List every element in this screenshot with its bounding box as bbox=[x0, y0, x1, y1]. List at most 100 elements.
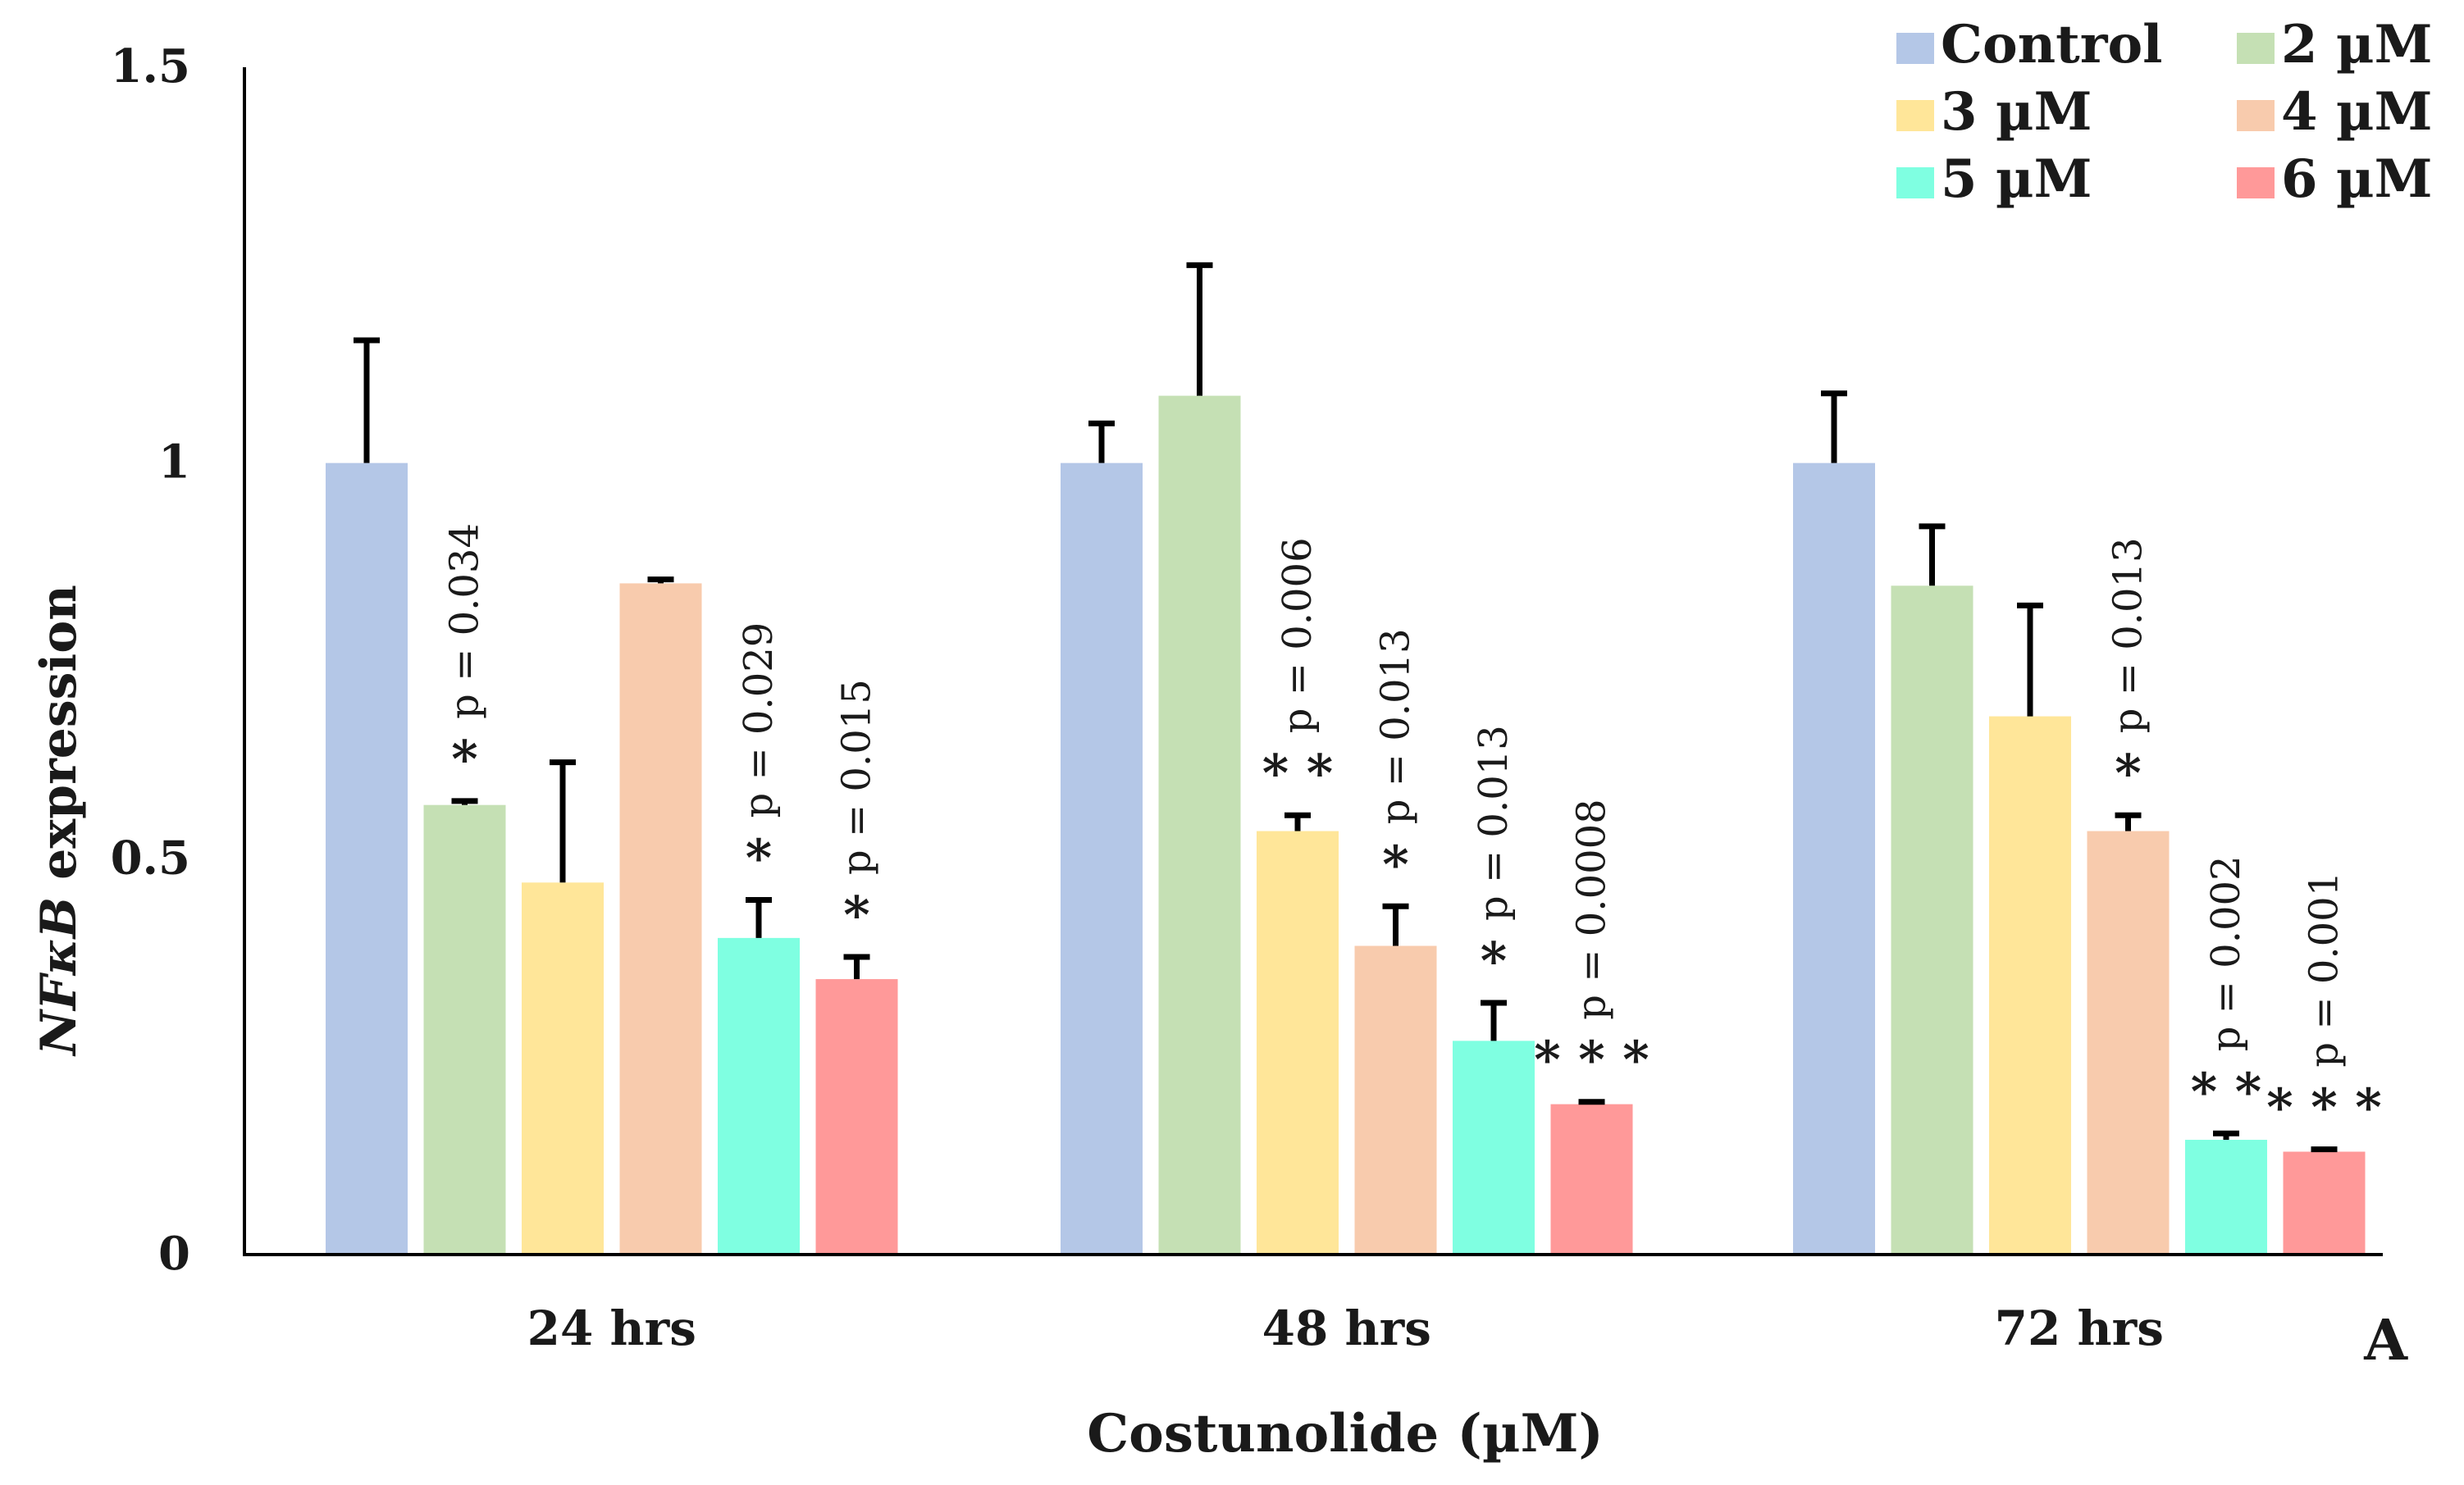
error-bar-3-1 bbox=[1821, 390, 1847, 463]
significance-stars: * bbox=[1382, 834, 1408, 894]
bar-1-2 bbox=[423, 804, 506, 1255]
significance-stars: * bbox=[746, 828, 772, 888]
x-category-label: 72 hrs bbox=[1995, 1301, 2164, 1356]
bar-3-6 bbox=[2283, 1151, 2366, 1255]
y-axis-label-rest: expression bbox=[30, 585, 88, 897]
significance-stars: * bbox=[1481, 931, 1507, 991]
error-bar-2-6 bbox=[1578, 1099, 1605, 1105]
legend-label: Control bbox=[1941, 14, 2162, 75]
significance-1-2: * p = 0.034 bbox=[442, 523, 488, 789]
significance-stars: * * * bbox=[1534, 1030, 1649, 1090]
error-bar-3-5 bbox=[2213, 1130, 2239, 1141]
y-tick-label: 0 bbox=[158, 1227, 190, 1281]
x-category-label: 48 hrs bbox=[1262, 1301, 1431, 1356]
legend-swatch bbox=[1896, 100, 1934, 131]
significance-3-6: * * * p = 0.001 bbox=[2266, 872, 2381, 1137]
legend-label: 2 µM bbox=[2281, 14, 2433, 75]
bar-2-6 bbox=[1550, 1104, 1633, 1255]
legend-swatch bbox=[1896, 167, 1934, 198]
significance-1-5: * p = 0.029 bbox=[736, 622, 782, 888]
error-bar-2-4 bbox=[1382, 903, 1409, 946]
p-value-label: p = 0.0008 bbox=[1569, 799, 1615, 1019]
y-tick-label: 1.5 bbox=[111, 39, 190, 93]
legend-swatch bbox=[2237, 33, 2275, 64]
legend: Control 2 µM 3 µM 4 µM 5 µM 6 µM bbox=[1896, 14, 2433, 210]
legend-item: 5 µM bbox=[1896, 148, 2092, 210]
significance-2-4: * p = 0.013 bbox=[1373, 628, 1419, 894]
legend-item: 2 µM bbox=[2237, 14, 2433, 75]
p-value-label: p = 0.034 bbox=[442, 523, 488, 719]
significance-2-6: * * * p = 0.0008 bbox=[1534, 799, 1649, 1089]
bar-2-2 bbox=[1158, 395, 1241, 1255]
significance-stars: * bbox=[843, 885, 869, 945]
significance-2-5: * p = 0.013 bbox=[1471, 725, 1517, 991]
bar-2-3 bbox=[1257, 831, 1339, 1255]
bar-1-5 bbox=[718, 937, 800, 1255]
legend-label: 6 µM bbox=[2281, 148, 2433, 210]
legend-swatch bbox=[1896, 33, 1934, 64]
legend-item: 3 µM bbox=[1896, 81, 2092, 143]
y-axis-label: NFκB expression bbox=[30, 585, 88, 1057]
significance-3-5: * * p = 0.002 bbox=[2191, 855, 2261, 1121]
bar-1-1 bbox=[326, 462, 408, 1255]
bar-2-5 bbox=[1453, 1041, 1535, 1255]
y-tick-label: 1 bbox=[158, 435, 190, 490]
annotations-layer: * p = 0.034 * p = 0.029 * p = 0.015 * * p = 0.0… bbox=[442, 523, 2382, 1137]
legend-swatch bbox=[2237, 100, 2275, 131]
significance-stars: * * * bbox=[2266, 1077, 2381, 1137]
legend-swatch bbox=[2237, 167, 2275, 198]
error-bar-1-3 bbox=[550, 759, 576, 883]
p-value-label: p = 0.013 bbox=[1373, 628, 1419, 824]
bar-3-3 bbox=[1989, 716, 2071, 1255]
error-bar-3-2 bbox=[1919, 523, 1946, 586]
bar-3-2 bbox=[1891, 585, 1973, 1255]
legend-label: 5 µM bbox=[1941, 148, 2092, 210]
p-value-label: p = 0.029 bbox=[736, 622, 782, 818]
y-tick-label: 0.5 bbox=[111, 831, 190, 885]
error-bar-3-6 bbox=[2311, 1146, 2338, 1153]
x-category-label: 24 hrs bbox=[527, 1301, 696, 1356]
legend-item: 4 µM bbox=[2237, 81, 2433, 143]
error-bar-1-4 bbox=[647, 576, 674, 584]
bar-3-1 bbox=[1793, 462, 1875, 1255]
bar-2-4 bbox=[1354, 945, 1437, 1255]
error-bar-3-3 bbox=[2017, 602, 2043, 717]
significance-stars: * bbox=[451, 729, 477, 789]
p-value-label: p = 0.006 bbox=[1275, 537, 1321, 733]
significance-stars: * bbox=[2115, 743, 2141, 803]
legend-label: 3 µM bbox=[1941, 81, 2092, 143]
p-value-label: p = 0.002 bbox=[2203, 855, 2249, 1051]
x-axis-label: Costunolide (µM) bbox=[1087, 1403, 1604, 1465]
error-bar-2-5 bbox=[1481, 1000, 1507, 1041]
p-value-label: p = 0.013 bbox=[2106, 537, 2151, 733]
p-value-label: p = 0.001 bbox=[2302, 872, 2348, 1068]
p-value-label: p = 0.015 bbox=[834, 679, 880, 875]
legend-item: Control bbox=[1896, 14, 2162, 75]
axes-layer: 0 0.5 1 1.5 24 hrs 48 hrs 72 hrs bbox=[111, 39, 2383, 1356]
axis-labels: NFκB expression Costunolide (µM) A bbox=[30, 585, 2408, 1465]
legend-item: 6 µM bbox=[2237, 148, 2433, 210]
bars-layer bbox=[326, 262, 2366, 1255]
y-axis-label-gene: NFκB bbox=[30, 897, 88, 1057]
bar-3-4 bbox=[2087, 831, 2170, 1255]
significance-3-4: * p = 0.013 bbox=[2106, 537, 2151, 803]
error-bar-2-1 bbox=[1088, 420, 1115, 463]
bar-1-3 bbox=[522, 882, 604, 1255]
error-bar-1-1 bbox=[354, 337, 380, 463]
bar-2-1 bbox=[1061, 462, 1143, 1255]
panel-label: A bbox=[2363, 1308, 2408, 1373]
error-bar-1-5 bbox=[746, 897, 772, 938]
bar-1-4 bbox=[619, 583, 702, 1255]
significance-stars: * * bbox=[2191, 1061, 2261, 1121]
legend-label: 4 µM bbox=[2281, 81, 2433, 143]
error-bar-2-3 bbox=[1284, 812, 1311, 831]
significance-stars: * * bbox=[1262, 743, 1333, 803]
error-bar-3-4 bbox=[2115, 812, 2142, 831]
error-bar-2-2 bbox=[1186, 262, 1213, 396]
bar-1-6 bbox=[815, 979, 898, 1255]
error-bar-1-6 bbox=[843, 954, 870, 980]
bar-3-5 bbox=[2185, 1140, 2267, 1255]
significance-1-6: * p = 0.015 bbox=[834, 679, 880, 945]
significance-2-3: * * p = 0.006 bbox=[1262, 537, 1333, 803]
